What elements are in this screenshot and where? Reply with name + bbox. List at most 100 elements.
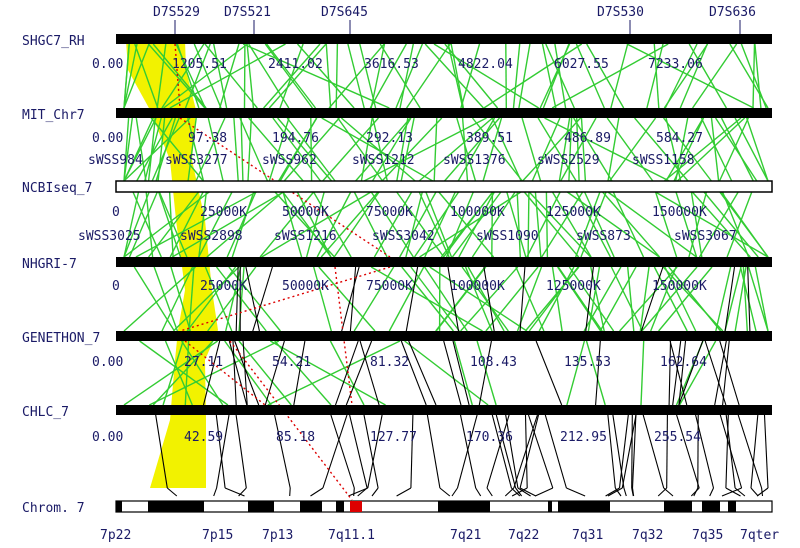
scale-tick: 125000K <box>546 279 601 294</box>
marker-link <box>424 266 468 332</box>
marker-link <box>171 191 284 258</box>
marker-label: sWSS3277 <box>165 153 228 168</box>
marker-link <box>320 191 379 258</box>
marker-link <box>485 266 539 332</box>
marker-link <box>219 43 240 109</box>
marker-label: sWSS3067 <box>674 229 737 244</box>
marker-link <box>268 43 327 109</box>
marker-link <box>435 266 486 332</box>
marker-link <box>282 191 303 258</box>
marker-link <box>206 191 284 258</box>
marker-link <box>668 266 722 332</box>
scale-tick: 25000K <box>200 205 247 220</box>
scale-tick: 170.36 <box>466 430 513 445</box>
marker-link <box>168 191 174 258</box>
chromosome-name: Chrom. 7 <box>22 501 85 516</box>
marker-link <box>252 266 273 332</box>
marker-link <box>247 117 252 182</box>
marker-link <box>443 117 501 182</box>
scale-tick: 255.54 <box>654 430 701 445</box>
marker-link <box>560 117 597 182</box>
marker-label: sWSS984 <box>88 153 143 168</box>
marker-link <box>486 487 493 497</box>
marker-link <box>586 43 625 109</box>
marker-link <box>585 266 594 332</box>
marker-link <box>187 117 197 182</box>
marker-link <box>163 43 248 109</box>
marker-link <box>486 414 510 489</box>
marker-link <box>224 487 245 497</box>
marker-link <box>234 340 260 406</box>
marker-link <box>534 191 542 258</box>
marker-link <box>583 266 622 332</box>
band-label: 7q22 <box>508 528 539 543</box>
marker-link <box>719 191 769 258</box>
marker-link <box>722 340 730 406</box>
marker-link <box>296 43 355 109</box>
marker-link <box>450 43 465 109</box>
marker-links-black <box>155 266 769 497</box>
marker-link <box>483 43 583 109</box>
marker-link <box>456 117 477 182</box>
marker-link <box>573 117 613 182</box>
marker-link <box>566 191 660 258</box>
marker-link <box>447 266 460 332</box>
marker-link <box>266 43 317 109</box>
marker-link <box>238 340 292 406</box>
marker-link <box>654 191 678 258</box>
chromosome-centromere <box>350 501 362 512</box>
marker-link <box>516 266 543 332</box>
marker-link <box>575 43 605 109</box>
highlight-region <box>126 40 218 488</box>
dotted-link <box>229 340 353 501</box>
marker-link <box>505 414 519 489</box>
marker-link <box>747 266 751 332</box>
marker-link <box>763 414 769 489</box>
chromosome-band <box>248 501 274 512</box>
marker-link <box>752 43 756 109</box>
marker-link <box>123 191 140 258</box>
marker-link <box>516 191 521 258</box>
marker-link <box>204 43 258 109</box>
scale-tick: 100000K <box>450 279 505 294</box>
marker-link <box>267 340 401 406</box>
marker-link <box>170 266 191 332</box>
top-marker-label: D7S636 <box>709 5 756 20</box>
marker-link <box>123 43 150 109</box>
marker-link <box>673 117 705 182</box>
marker-link <box>426 414 441 489</box>
marker-link <box>269 340 386 406</box>
marker-link <box>144 117 162 182</box>
marker-link <box>544 117 670 182</box>
marker-link <box>123 117 157 182</box>
chromosome-band <box>300 501 322 512</box>
marker-link <box>729 43 769 109</box>
marker-link <box>754 43 762 109</box>
marker-link <box>678 340 704 406</box>
marker-link <box>215 266 267 332</box>
scale-tick: 7233.06 <box>648 57 703 72</box>
marker-link <box>558 117 571 182</box>
marker-link <box>128 191 158 258</box>
marker-link <box>506 191 527 258</box>
marker-link <box>539 43 571 109</box>
marker-link <box>511 487 521 497</box>
marker-link <box>585 340 606 406</box>
marker-link <box>261 191 372 258</box>
marker-link <box>467 266 505 332</box>
map-bar-mit-chr7 <box>116 108 772 118</box>
marker-link <box>333 191 380 258</box>
marker-link <box>353 487 355 497</box>
top-marker-label: D7S521 <box>224 5 271 20</box>
marker-link <box>718 117 749 182</box>
marker-label: sWSS3025 <box>78 229 141 244</box>
marker-link <box>734 117 769 182</box>
chromosome-band-labels: 7p22 7p15 7p13 7q11.1 7q21 7q22 7q31 7q3… <box>100 528 779 543</box>
band-label: 7q35 <box>692 528 723 543</box>
marker-link <box>207 117 224 182</box>
chromosome-band <box>438 501 490 512</box>
scale-tick: 100000K <box>450 205 505 220</box>
chromosome-ideogram <box>115 500 773 513</box>
marker-link <box>761 487 764 497</box>
